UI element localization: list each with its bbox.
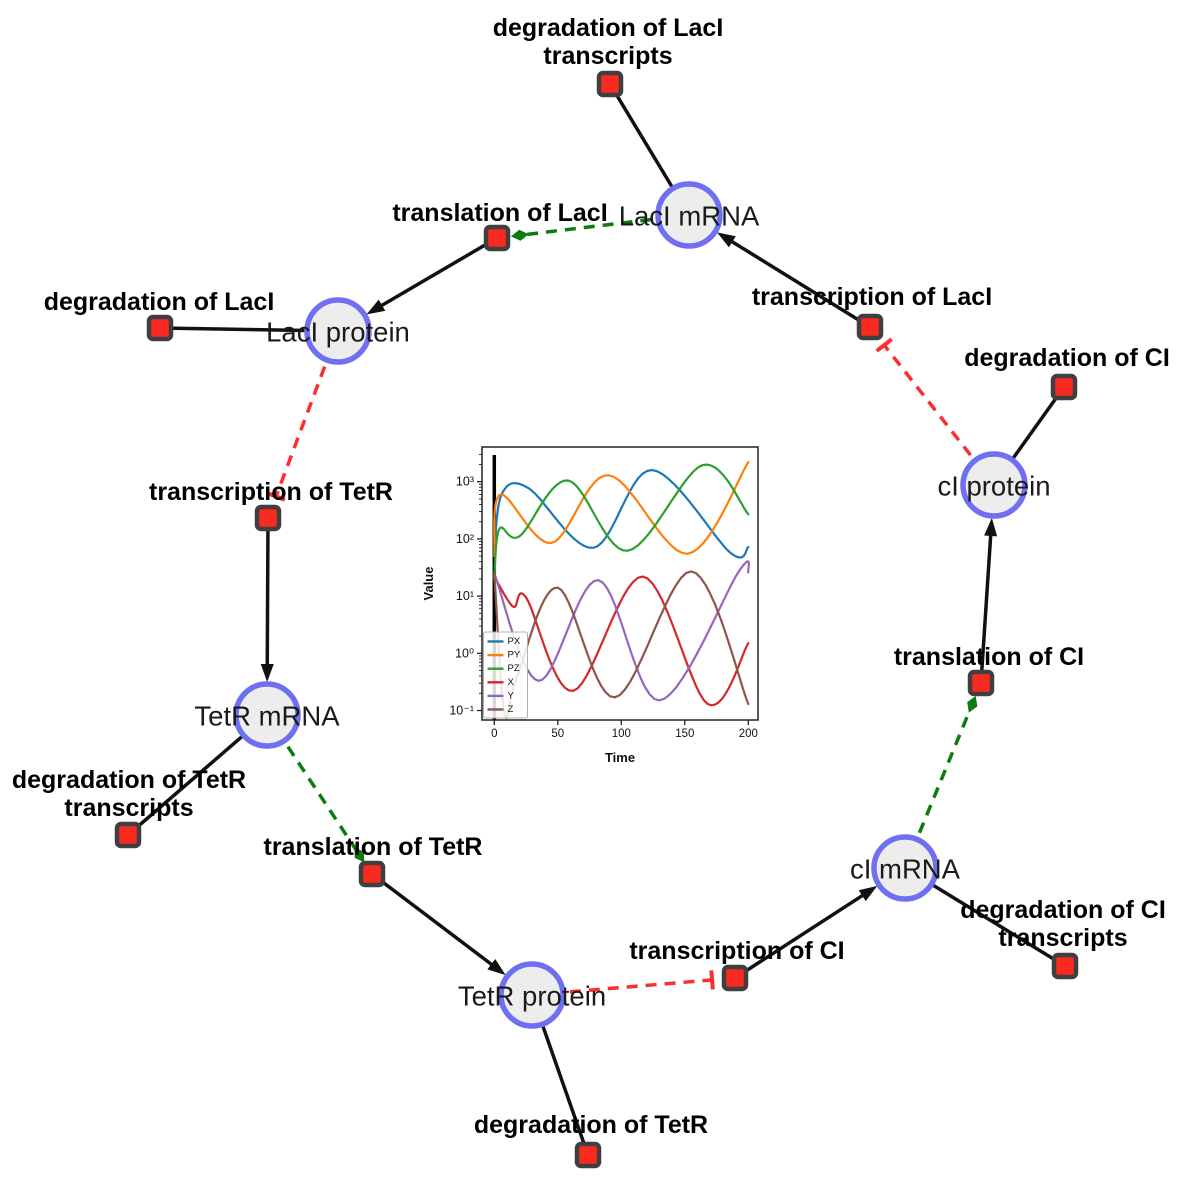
chart-series-group xyxy=(492,455,751,720)
edge-production xyxy=(734,890,869,980)
x-tick-label: 0 xyxy=(491,728,497,740)
timeseries-inset-chart: 0 50 100 150 200 10³ 10² 10¹ 10⁰ 10⁻¹ Time Value PX P… xyxy=(421,446,759,765)
reaction-label: transcription of TetR xyxy=(149,478,393,506)
species-node[interactable] xyxy=(304,297,372,365)
species-node[interactable] xyxy=(233,681,301,749)
reaction-node[interactable] xyxy=(358,860,386,888)
legend-label: X xyxy=(508,677,515,688)
x-axis-title: Time xyxy=(605,750,635,765)
inhibition-tbar-icon xyxy=(709,970,715,990)
reaction-node[interactable] xyxy=(146,314,174,342)
x-tick-label: 150 xyxy=(675,728,694,740)
legend-label: PY xyxy=(508,650,521,661)
reaction-label: degradation of TetR xyxy=(12,766,246,794)
reaction-node[interactable] xyxy=(1051,952,1079,980)
y-tick-label: 10¹ xyxy=(456,589,474,603)
species-label: LacI protein xyxy=(266,317,410,348)
reaction-label: translation of LacI xyxy=(392,199,607,227)
reaction-node[interactable] xyxy=(574,1141,602,1169)
inhibition-tbar-icon xyxy=(875,337,893,353)
species-node[interactable] xyxy=(655,181,723,249)
reaction-label: degradation of LacI xyxy=(493,14,724,42)
arrowhead-icon xyxy=(717,232,736,248)
inhibition-tbar-icon xyxy=(266,491,286,502)
series-line-Y xyxy=(493,560,751,702)
species-node[interactable] xyxy=(871,834,939,902)
series-line-X xyxy=(493,575,750,707)
arrowhead-icon xyxy=(366,299,386,315)
reaction-node[interactable] xyxy=(483,224,511,252)
reaction-label: translation of CI xyxy=(894,643,1084,671)
reaction-label: degradation of CI xyxy=(964,344,1170,372)
series-line-PZ xyxy=(493,463,750,580)
legend-label: Z xyxy=(508,704,514,715)
reaction-node[interactable] xyxy=(596,70,624,98)
reaction-node[interactable] xyxy=(254,504,282,532)
species-node[interactable] xyxy=(960,451,1028,519)
edge-production xyxy=(265,517,270,671)
chart-axes-box xyxy=(481,446,759,721)
series-line-PY xyxy=(493,461,750,558)
legend-label: PZ xyxy=(508,663,520,674)
reaction-label: transcripts xyxy=(998,924,1127,952)
y-tick-label: 10⁰ xyxy=(455,646,474,660)
reaction-node[interactable] xyxy=(967,669,995,697)
edge-production xyxy=(370,872,498,970)
legend-label: PX xyxy=(508,636,521,647)
labels-layer: LacI mRNA LacI protein TetR mRNA TetR prote… xyxy=(12,14,1170,1139)
chart-legend xyxy=(483,631,528,719)
species-label: TetR protein xyxy=(458,981,606,1012)
edge-production xyxy=(375,236,498,310)
edge-production xyxy=(979,529,993,684)
x-tick-label: 200 xyxy=(739,728,758,740)
arrowhead-icon xyxy=(984,517,998,537)
arrowhead-icon xyxy=(858,885,878,902)
x-tick-label: 100 xyxy=(612,728,631,740)
arrowhead-icon xyxy=(487,959,506,976)
reaction-node[interactable] xyxy=(856,313,884,341)
reaction-label: degradation of TetR xyxy=(474,1111,708,1139)
edge-production xyxy=(726,237,871,329)
diamond-arrowhead-icon xyxy=(967,695,978,713)
y-tick-label: 10² xyxy=(456,532,474,546)
diamond-arrowhead-icon xyxy=(354,847,365,863)
x-tick-label: 50 xyxy=(551,728,564,740)
reaction-label: degradation of LacI xyxy=(44,288,275,316)
reaction-node[interactable] xyxy=(1050,373,1078,401)
nodes-layer xyxy=(114,70,1079,1169)
species-label: cI protein xyxy=(937,471,1050,502)
reaction-label: transcription of LacI xyxy=(752,283,992,311)
species-label: TetR mRNA xyxy=(194,701,340,732)
y-tick-label: 10⁻¹ xyxy=(449,704,474,718)
reaction-label: transcripts xyxy=(64,794,193,822)
reaction-label: degradation of CI xyxy=(960,896,1166,924)
diamond-arrowhead-icon xyxy=(510,229,529,241)
reaction-label: translation of TetR xyxy=(264,833,483,861)
arrowhead-icon xyxy=(260,663,274,683)
reaction-node[interactable] xyxy=(721,964,749,992)
species-node[interactable] xyxy=(498,961,566,1029)
reaction-node[interactable] xyxy=(114,821,142,849)
legend-label: Y xyxy=(508,690,515,701)
reaction-label: transcripts xyxy=(543,42,672,70)
species-label: LacI mRNA xyxy=(619,201,760,232)
y-tick-label: 10³ xyxy=(456,475,474,489)
reaction-label: transcription of CI xyxy=(629,937,844,965)
species-label: cI mRNA xyxy=(850,854,961,885)
y-axis-title: Value xyxy=(421,567,436,601)
